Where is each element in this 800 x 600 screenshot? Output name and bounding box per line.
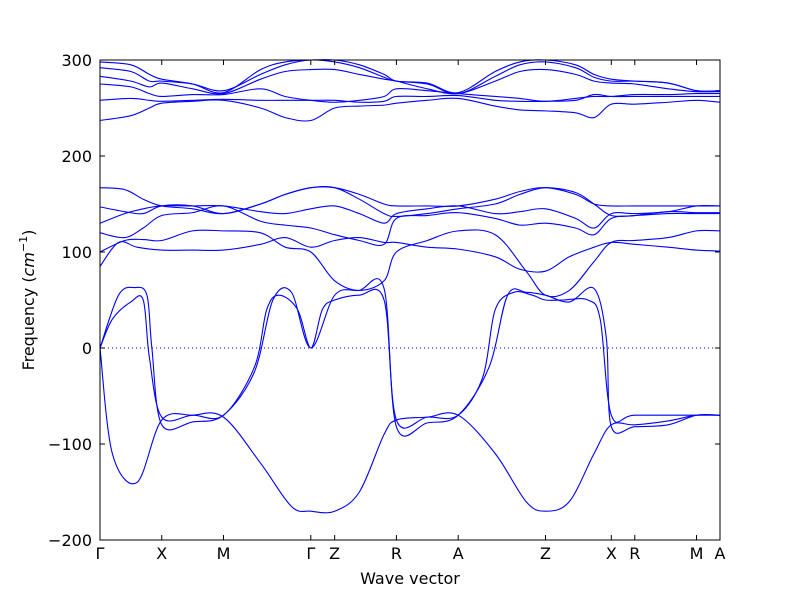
y-axis-label: Frequency (cm−1) [17, 230, 38, 371]
y-axis-label-close: ) [19, 230, 38, 236]
branch-3-line [99, 278, 721, 437]
y-tick-label: 300 [61, 51, 92, 70]
branch-2-line [99, 288, 720, 429]
y-tick-label: 0 [82, 339, 92, 358]
branch-6-line [99, 205, 721, 247]
x-axis-label: Wave vector [360, 569, 460, 588]
y-tick-label: 200 [61, 147, 92, 166]
x-tick-label: Γ [96, 544, 105, 563]
y-axis: 300 200 100 0 −100 −200 [48, 51, 720, 550]
x-tick-label: R [391, 544, 402, 563]
y-axis-label-unit: cm [19, 252, 38, 276]
x-tick-label: Γ [306, 544, 315, 563]
y-tick-label: −200 [48, 531, 92, 550]
x-tick-label: A [715, 544, 726, 563]
y-tick-label: 100 [61, 243, 92, 262]
series-layer [99, 59, 721, 514]
plot-area [100, 60, 720, 540]
y-axis-label-main: Frequency ( [19, 276, 38, 370]
branch-15-line [99, 59, 721, 94]
branch-8-line [99, 186, 720, 215]
x-tick-label: X [156, 544, 167, 563]
x-tick-label: Z [540, 544, 551, 563]
y-axis-label-exponent: −1 [17, 236, 30, 252]
x-tick-label: Z [329, 544, 340, 563]
branch-9-line [99, 185, 720, 218]
x-tick-label: M [217, 544, 231, 563]
x-tick-label: R [629, 544, 640, 563]
x-tick-label: X [606, 544, 617, 563]
branch-12-line [99, 83, 721, 103]
x-tick-label: A [453, 544, 464, 563]
x-tick-label: M [690, 544, 704, 563]
plot-frame [99, 59, 721, 541]
y-tick-label: −100 [48, 435, 92, 454]
branch-10-line [99, 97, 721, 122]
branch-5-line [99, 229, 721, 298]
